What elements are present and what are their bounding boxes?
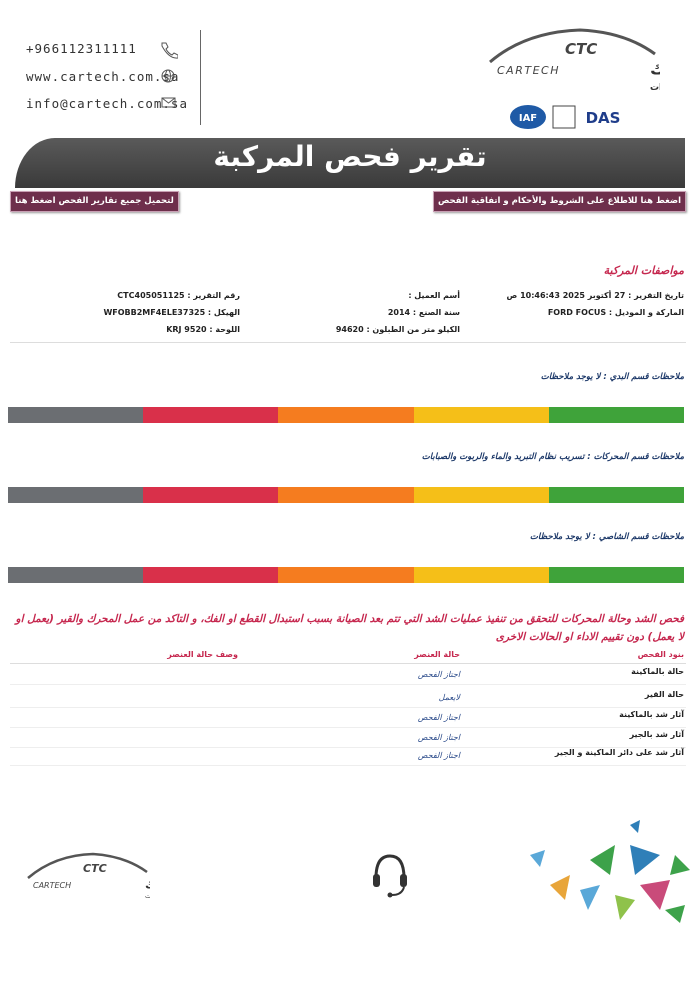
rating-segment <box>413 567 549 583</box>
rating-segment <box>548 407 684 423</box>
rating-segment <box>7 567 144 583</box>
table-header: وصف حالة العنصر <box>167 650 238 659</box>
table-item: حالة بالماكينة <box>631 667 684 676</box>
rating-segment <box>7 487 144 503</box>
rating-segment <box>548 487 684 503</box>
email[interactable]: info@cartech.com.sa <box>26 96 188 111</box>
section-heading: مواصفات المركبة <box>603 264 684 277</box>
row-separator <box>10 684 686 685</box>
rating-segment <box>413 407 549 423</box>
table-status: اجتاز الفحص <box>417 670 460 679</box>
rating-segment <box>548 567 684 583</box>
section-note: ملاحظات قسم الشاصي : لا يوجد ملاحظات <box>529 532 684 542</box>
logo-tagline: شركة تقنية السيارة لخدمات السيارات <box>650 83 660 93</box>
row-separator <box>10 727 686 728</box>
table-status: اجتاز الفحص <box>417 713 460 722</box>
contact-icons <box>161 42 178 108</box>
website[interactable]: www.cartech.com.sa <box>26 69 180 84</box>
cert-iaf: IAF <box>519 113 537 124</box>
logo-code: CTC <box>565 40 597 58</box>
vehicle-field: الكيلو متر من الطبلون : 94620 <box>335 325 460 334</box>
rating-segment <box>143 487 279 503</box>
table-item: آثار شد بالجير <box>629 730 684 739</box>
rating-segment <box>413 487 549 503</box>
footer-logo-name: CARTECH <box>33 881 71 890</box>
vehicle-field: تاريخ التقرير : 27 أكتوبر 2025 10:46:43 … <box>506 291 684 300</box>
vehicle-field: اللوحة : KRJ 9520 <box>166 325 240 334</box>
report-title: تقرير فحص المركبة <box>213 140 487 173</box>
vehicle-field: سنة الصنع : 2014 <box>387 308 460 317</box>
table-status: اجتاز الفحص <box>417 733 460 742</box>
footer-logo-arabic: كارتك <box>145 877 150 891</box>
vehicle-field: رقم التقرير : CTC405051125 <box>117 291 240 300</box>
terms-button[interactable]: اضغط هنا للاطلاع على الشروط والأحكام و ا… <box>432 191 686 212</box>
rating-segment <box>143 567 279 583</box>
title-bar <box>15 138 685 188</box>
logo-arabic: كارتك <box>650 59 660 79</box>
headset-icon <box>373 854 407 898</box>
footer-logo-code: CTC <box>83 862 107 875</box>
vehicle-field: الهيكل : WFOBB2MF4ELE37325 <box>103 308 240 317</box>
logo: CTC CARTECH كارتك شركة تقنية السيارة لخد… <box>489 28 660 93</box>
row-separator <box>10 765 686 766</box>
rating-bar <box>7 407 684 423</box>
rating-segment <box>278 487 414 503</box>
footer-logo: CTC CARTECH كارتك شركة تقنية السيارة لخد… <box>27 852 150 900</box>
rating-bar <box>7 567 684 583</box>
footer-logo-tagline: شركة تقنية السيارة لخدمات السيارات <box>145 892 150 900</box>
table-item: حالة القير <box>644 690 684 699</box>
rating-segment <box>143 407 279 423</box>
logo-name: CARTECH <box>497 64 560 77</box>
cert-das: DAS <box>586 109 621 127</box>
decoration <box>530 820 690 923</box>
rating-segment <box>278 567 414 583</box>
row-separator <box>10 707 686 708</box>
vehicle-field: الماركة و الموديل : FORD FOCUS <box>547 308 684 317</box>
section-note: ملاحظات قسم البدي : لا يوجد ملاحظات <box>540 372 684 382</box>
phone: +966112311111 <box>26 41 137 56</box>
table-item: آثار شد على دائر الماكينة و الجير <box>554 748 684 757</box>
table-status: لايعمل <box>438 693 460 702</box>
section-note: ملاحظات قسم المحركات : تسريب نظام التبري… <box>421 452 684 462</box>
table-separator <box>10 663 686 664</box>
table-header: حالة العنصر <box>414 650 460 659</box>
vehicle-field: أسم العميل : <box>408 291 460 300</box>
table-status: اجتاز الفحص <box>417 751 460 760</box>
separator <box>10 342 686 343</box>
table-header: بنود الفحص <box>637 650 684 659</box>
inspection-description: فحص الشد وحالة المحركات للتحقق من تنفيذ … <box>15 613 684 643</box>
reports-button[interactable]: لتحميل جميع تقارير الفحص اضغط هنا <box>10 191 179 212</box>
row-separator <box>10 747 686 748</box>
rating-segment <box>7 407 144 423</box>
rating-segment <box>278 407 414 423</box>
divider <box>200 30 201 125</box>
table-item: آثار شد بالماكينة <box>619 710 684 719</box>
rating-bar <box>7 487 684 503</box>
certifications: IAF DAS <box>510 105 621 129</box>
